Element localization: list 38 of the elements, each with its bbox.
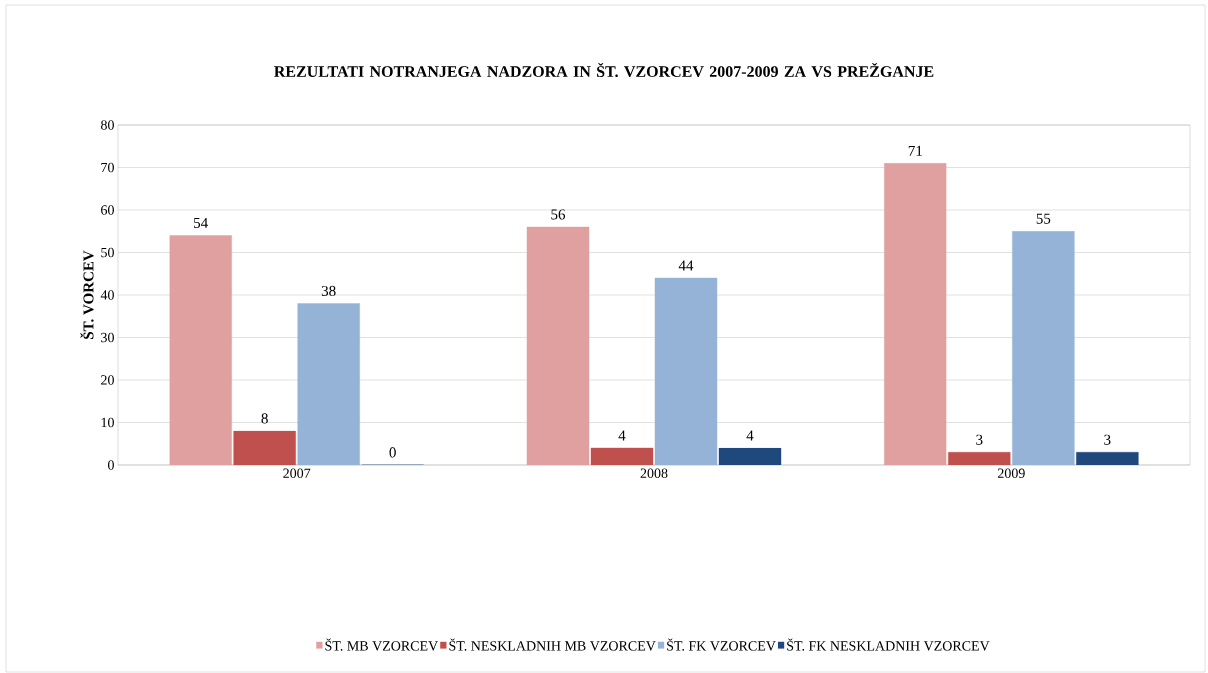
y-tick-label: 60 — [101, 205, 114, 215]
x-tick-label: 2007 — [283, 468, 311, 478]
y-tick-label: 30 — [101, 332, 114, 343]
y-tick-label: 10 — [101, 417, 114, 428]
data-label: 38 — [321, 285, 336, 296]
bar — [233, 430, 296, 465]
legend-label: ŠT. FK VZORCEV — [667, 638, 776, 651]
bar — [718, 447, 782, 465]
legend-label: ŠT. NESKLADNIH MB VZORCEV — [449, 638, 656, 651]
data-label: 4 — [746, 430, 754, 441]
y-tick-label: 40 — [100, 290, 114, 300]
data-label: 55 — [1036, 213, 1051, 224]
y-axis-title: ŠT. VORCEV — [80, 250, 94, 339]
bar — [590, 447, 654, 465]
bar — [1076, 452, 1139, 465]
x-tick-label: 2008 — [640, 468, 668, 478]
bar — [1012, 231, 1075, 465]
bar — [654, 277, 718, 465]
bar — [297, 303, 360, 465]
data-label: 3 — [976, 434, 983, 445]
chart-title: REZULTATI NOTRANJEGA NADZORA IN ŠT. VZORCEV 2007-2009 ZA VS PREŽGANJE — [274, 62, 934, 78]
legend-label: ŠT. FK NESKLADNIH VZORCEV — [787, 638, 990, 651]
y-tick-label: 0 — [108, 460, 114, 470]
data-label: 54 — [194, 217, 208, 228]
data-label: 3 — [1104, 434, 1111, 445]
data-label: 56 — [551, 209, 566, 220]
data-label: 44 — [678, 260, 694, 271]
y-tick-label: 80 — [101, 120, 114, 130]
legend-label: ŠT. MB VZORCEV — [325, 638, 439, 651]
bar — [948, 452, 1011, 465]
y-tick-label: 70 — [101, 162, 114, 173]
y-tick-label: 20 — [101, 375, 114, 385]
y-tick-label: 50 — [101, 247, 114, 258]
data-label: 71 — [908, 145, 922, 156]
data-label: 8 — [261, 413, 268, 424]
data-label: 4 — [618, 430, 626, 441]
data-label: 0 — [389, 447, 396, 458]
x-tick-label: 2009 — [997, 468, 1025, 478]
